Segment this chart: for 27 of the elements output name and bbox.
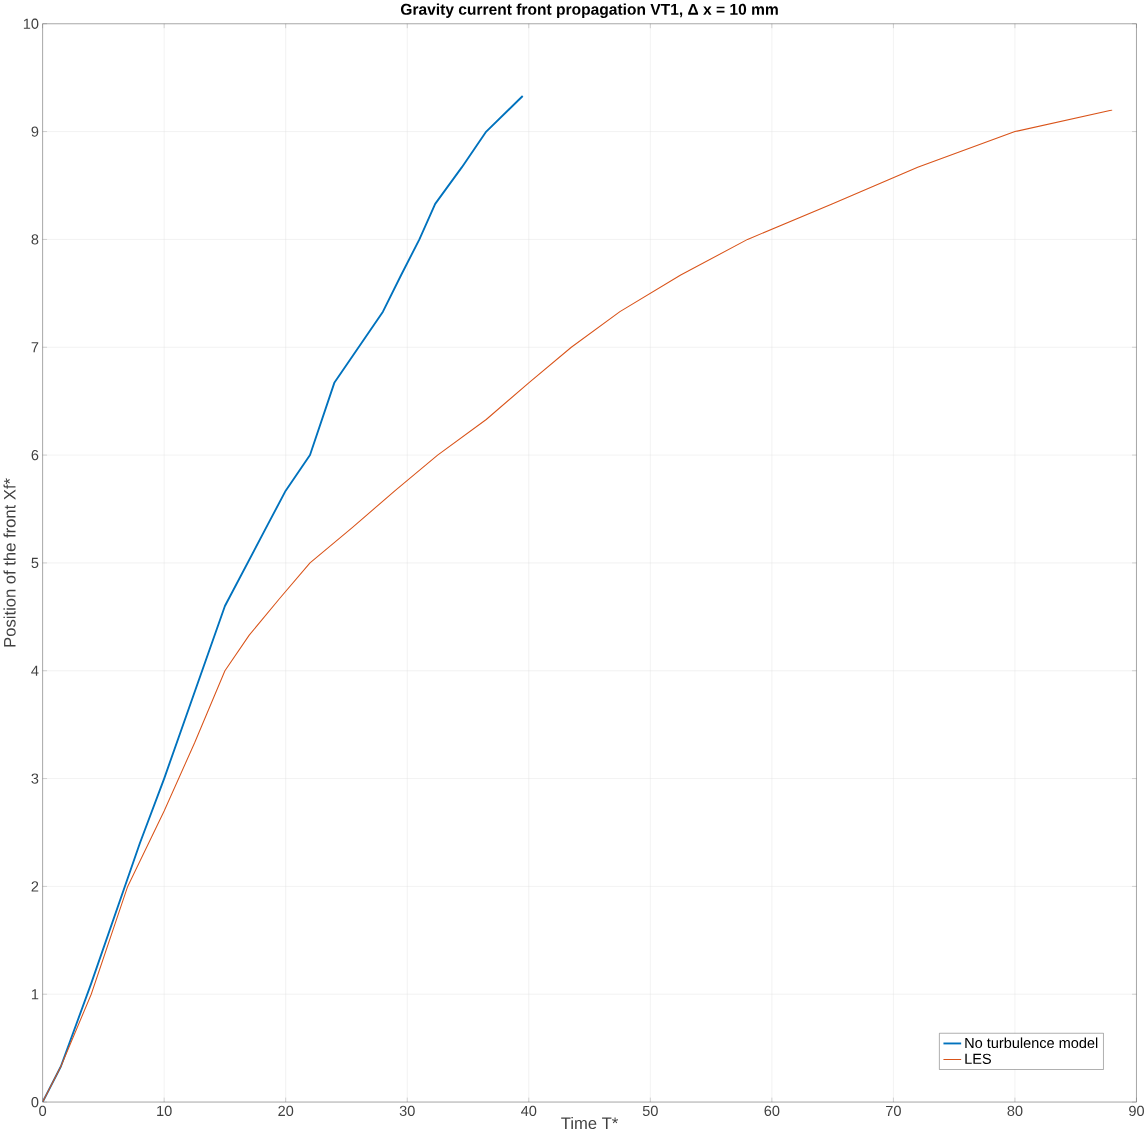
y-tick-label: 3 [31,773,39,784]
y-tick-label: 6 [31,450,39,461]
x-tick-label: 40 [521,1105,537,1117]
x-tick-label: 30 [399,1105,415,1117]
y-tick-label: 1 [31,989,39,1000]
y-axis-title: Position of the front Xf* [3,478,16,647]
legend-label: LES [965,1053,991,1065]
x-tick-label: 80 [1007,1105,1023,1117]
y-tick-label: 8 [31,234,39,245]
line-series [42,109,1113,1103]
legend-label: No turbulence model [965,1037,1098,1049]
y-tick-label: 9 [31,126,39,137]
y-tick-label: 2 [31,881,39,892]
x-tick-label: 90 [1129,1105,1144,1117]
x-tick-label: 10 [157,1105,172,1117]
y-tick-label: 7 [31,342,39,353]
y-tick-label: 0 [31,1097,39,1108]
y-tick-label: 5 [31,558,39,569]
y-tick-label: 10 [23,18,39,30]
chart-title: Gravity current front propagation VT1, Δ x = 10 mm [400,3,778,19]
x-tick-label: 20 [278,1105,294,1117]
x-axis-title: Time T* [561,1117,619,1130]
x-tick-label: 60 [764,1105,780,1117]
y-tick-label: 4 [31,665,39,676]
x-tick-label: 50 [642,1105,658,1117]
x-tick-label: 70 [886,1105,901,1117]
x-tick-label: 0 [39,1105,47,1117]
